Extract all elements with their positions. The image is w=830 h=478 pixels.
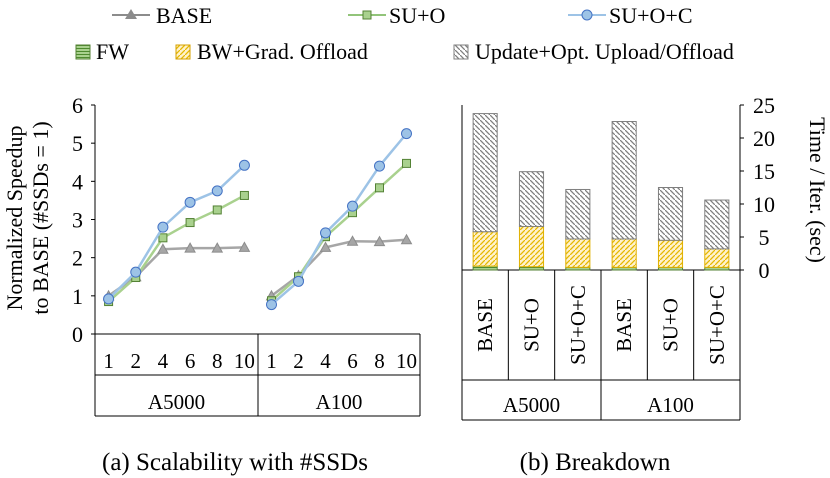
x-tick-label-a: 4 (158, 349, 169, 373)
data-point-suo (185, 218, 195, 228)
y-tick-label-b: 0 (759, 258, 770, 283)
data-point-suoc (293, 275, 304, 287)
legend-label-suoc: SU+O+C (609, 3, 693, 28)
y-tick-label-a: 0 (72, 322, 83, 347)
x-tick-label-a: 8 (374, 349, 385, 373)
data-point-suoc (130, 266, 142, 278)
y-axis-label-a-line1: Normalized Speedup (2, 125, 27, 310)
bar-segment-update (611, 121, 637, 240)
data-point-suoc (157, 221, 169, 233)
y-tick-label-a: 6 (72, 93, 83, 118)
data-point-base (184, 242, 196, 253)
y-tick-label-b: 10 (753, 192, 775, 217)
y-tick-label-b: 20 (753, 126, 775, 151)
bar-segment-update (472, 113, 498, 233)
data-point-suoc (266, 299, 277, 311)
data-point-base (238, 241, 251, 252)
bar-segment-bw (472, 231, 498, 267)
x-tick-label-a: 6 (347, 349, 358, 373)
data-point-suo (375, 183, 384, 193)
x-tick-label-a: 1 (266, 349, 277, 373)
series-line-suo (107, 194, 246, 303)
legend-item-fw: FW (75, 39, 129, 64)
x-tick-label-b: SU+O (659, 298, 683, 352)
y-tick-label-a: 5 (72, 131, 83, 156)
legend-item-bw: BW+Grad. Offload (175, 39, 368, 64)
data-point-suoc (184, 196, 196, 208)
x-tick-label-a: 8 (212, 349, 223, 373)
legend-label-update: Update+Opt. Upload/Offload (475, 39, 734, 64)
y-tick-label-b: 15 (753, 159, 775, 184)
series-line-suoc (107, 164, 246, 300)
data-point-suoc (347, 200, 358, 212)
x-tick-label-a: 2 (131, 349, 142, 373)
y-tick-label-a: 3 (72, 208, 83, 233)
series-line-base (107, 246, 245, 297)
legend-item-base: BASE (112, 3, 212, 28)
breakdown-chart: Time / Iter. (sec) 0 5 10 15 20 25 BASE SU+O SU… (461, 93, 830, 421)
data-point-suoc (374, 160, 385, 172)
data-point-base (346, 235, 359, 246)
y-tick-label-a: 4 (72, 169, 83, 194)
x-tick-label-b: SU+O+C (705, 285, 729, 365)
series-line-suoc (270, 132, 408, 306)
data-point-base (157, 243, 169, 254)
data-point-suoc (103, 293, 115, 305)
bar-segment-update (518, 171, 545, 227)
scalability-chart: Normalized Speedup to BASE (#SSDs = 1) 0… (2, 93, 421, 417)
x-tick-label-b: SU+O (520, 298, 544, 352)
bar-segment-bw (518, 225, 545, 268)
bar-segment-bw (704, 248, 730, 268)
bar-segment-bw (565, 238, 591, 268)
group-label-a: A5000 (148, 390, 205, 414)
legend-item-suo: SU+O (348, 3, 445, 28)
data-point-suo (158, 233, 168, 243)
data-point-suo (239, 190, 249, 200)
legend-item-suoc: SU+O+C (568, 3, 693, 28)
x-tick-label-b: BASE (473, 298, 497, 352)
data-point-suo (402, 158, 411, 168)
data-point-base (373, 235, 386, 247)
caption-b: (b) Breakdown (520, 449, 671, 476)
x-tick-label-a: 10 (396, 349, 417, 373)
x-tick-label-b: SU+O+C (566, 285, 590, 365)
bar-segment-bw (657, 239, 684, 268)
x-tick-label-a: 10 (234, 349, 255, 373)
bar-segment-bw (611, 238, 637, 268)
legend: BASE SU+O SU+O+C FW BW+Grad. Offload Upd… (75, 3, 734, 64)
bar-segment-update (657, 187, 684, 241)
x-tick-label-a: 6 (185, 349, 196, 373)
data-point-base (319, 241, 332, 252)
y-tick-label-b: 5 (759, 225, 770, 250)
bar-segment-update (565, 188, 591, 240)
legend-label-bw: BW+Grad. Offload (197, 39, 368, 64)
caption-a: (a) Scalability with #SSDs (102, 449, 368, 476)
x-tick-label-a: 4 (320, 349, 331, 373)
x-tick-label-a: 2 (293, 349, 304, 373)
legend-label-fw: FW (96, 39, 129, 64)
y-tick-label-b: 25 (753, 93, 775, 118)
data-point-suoc (211, 185, 223, 197)
y-axis-label-b: Time / Iter. (sec) (805, 117, 830, 263)
data-point-suo (212, 205, 222, 215)
legend-item-update: Update+Opt. Upload/Offload (453, 39, 734, 64)
bar-segment-update (704, 199, 730, 250)
data-point-suoc (401, 128, 412, 140)
bar-segment-fw (472, 265, 498, 271)
legend-label-suo: SU+O (389, 3, 445, 28)
group-label-b: A5000 (503, 393, 560, 417)
x-tick-label-a: 1 (103, 349, 114, 373)
x-tick-label-b: BASE (612, 298, 636, 352)
y-axis-label-a-line2: to BASE (#SSDs = 1) (28, 121, 53, 314)
data-point-suoc (320, 227, 331, 239)
data-point-suoc (238, 159, 250, 171)
group-label-b: A100 (647, 393, 694, 417)
data-point-base (211, 242, 224, 253)
y-tick-label-a: 2 (72, 246, 83, 271)
y-tick-label-a: 1 (72, 284, 83, 309)
legend-label-base: BASE (156, 3, 212, 28)
group-label-a: A100 (316, 390, 363, 414)
data-point-base (400, 233, 413, 245)
